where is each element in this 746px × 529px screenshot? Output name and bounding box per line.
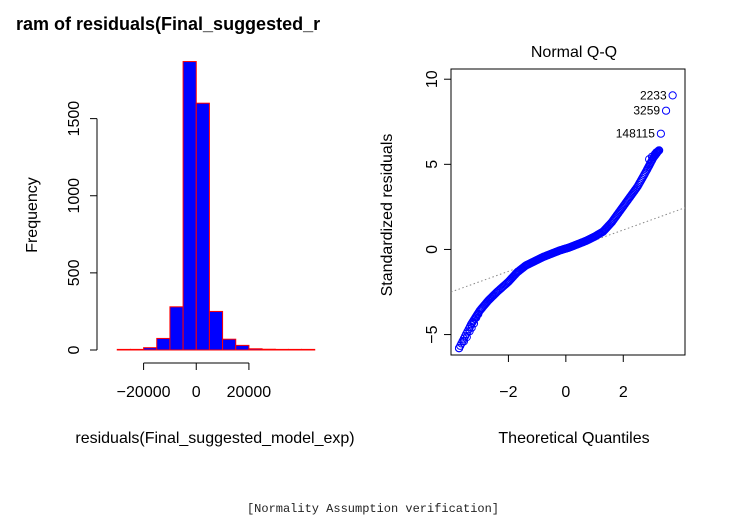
histogram-y-tick-label: 1500: [66, 101, 83, 137]
histogram-x-tick-label: −20000: [117, 384, 171, 401]
qq-y-tick-label: 10: [424, 70, 441, 88]
histogram-bar: [143, 347, 158, 351]
qq-y-tick-label: 0: [424, 245, 441, 254]
histogram-bar: [195, 102, 210, 351]
qq-x-axis: −2 0 2: [499, 354, 628, 401]
qq-point: [647, 152, 657, 161]
histogram-y-tick-label: 0: [66, 345, 83, 354]
histogram-bar: [169, 306, 184, 351]
histogram-x-tick-label: 20000: [227, 384, 272, 401]
qq-x-tick-label: 2: [619, 384, 628, 401]
qq-outlier-point: [668, 91, 677, 100]
qq-point: [467, 323, 476, 332]
qq-outlier-label: 148115: [616, 127, 655, 141]
qq-title: Normal Q-Q: [531, 44, 617, 61]
histogram-x-label: residuals(Final_suggested_model_exp): [75, 430, 354, 447]
histogram-bar: [222, 338, 237, 351]
qq-y-axis: −5 0 5 10: [424, 70, 451, 344]
histogram-bar: [248, 348, 263, 351]
histogram-bar: [129, 348, 145, 351]
histogram-y-label: Frequency: [24, 177, 41, 253]
qq-outlier-point: [656, 129, 665, 138]
qq-panel: Normal Q-Q 2233 3259 148115 −2 0 2 −5 0 5 10 Th…: [379, 44, 686, 447]
qq-y-tick-label: 5: [424, 160, 441, 169]
qq-point: [459, 337, 469, 346]
qq-point: [454, 344, 464, 353]
histogram-bar: [274, 348, 289, 351]
qq-outlier-label: 3259: [633, 104, 660, 118]
histogram-bar: [156, 337, 171, 351]
qq-point: [655, 146, 664, 155]
qq-outlier-label: 2233: [640, 88, 667, 102]
qq-x-label: Theoretical Quantiles: [498, 430, 649, 447]
qq-point: [474, 310, 483, 319]
qq-point: [653, 147, 662, 156]
histogram-bar: [301, 348, 316, 351]
histogram-bar: [116, 348, 131, 351]
qq-outlier-point: [661, 106, 671, 115]
qq-point: [645, 155, 654, 164]
histogram-title: ram of residuals(Final_suggested_r: [16, 14, 320, 34]
histogram-x-tick-label: 0: [192, 384, 201, 401]
qq-x-tick-label: 0: [561, 384, 570, 401]
histogram-bar: [182, 61, 197, 351]
histogram-y-axis: 0 500 1000 1500: [66, 101, 98, 354]
histogram-y-tick-label: 500: [66, 259, 83, 286]
qq-x-tick-label: −2: [499, 384, 517, 401]
histogram-bar: [261, 348, 276, 351]
qq-outlier-labels: 2233 3259 148115: [616, 88, 677, 141]
figure-caption: [Normality Assumption verification]: [246, 502, 500, 516]
qq-y-tick-label: −5: [424, 325, 441, 343]
qq-points: [454, 146, 664, 353]
histogram-bar: [235, 344, 250, 351]
histogram-x-axis: −20000 0 20000: [117, 362, 272, 401]
qq-y-label: Standardized residuals: [379, 134, 396, 297]
histogram-y-tick-label: 1000: [66, 178, 83, 214]
histogram-panel: ram of residuals(Final_suggested_r −2000…: [16, 14, 355, 447]
histogram-bars: [116, 61, 316, 351]
histogram-bar: [287, 348, 303, 351]
histogram-bar: [208, 310, 224, 351]
